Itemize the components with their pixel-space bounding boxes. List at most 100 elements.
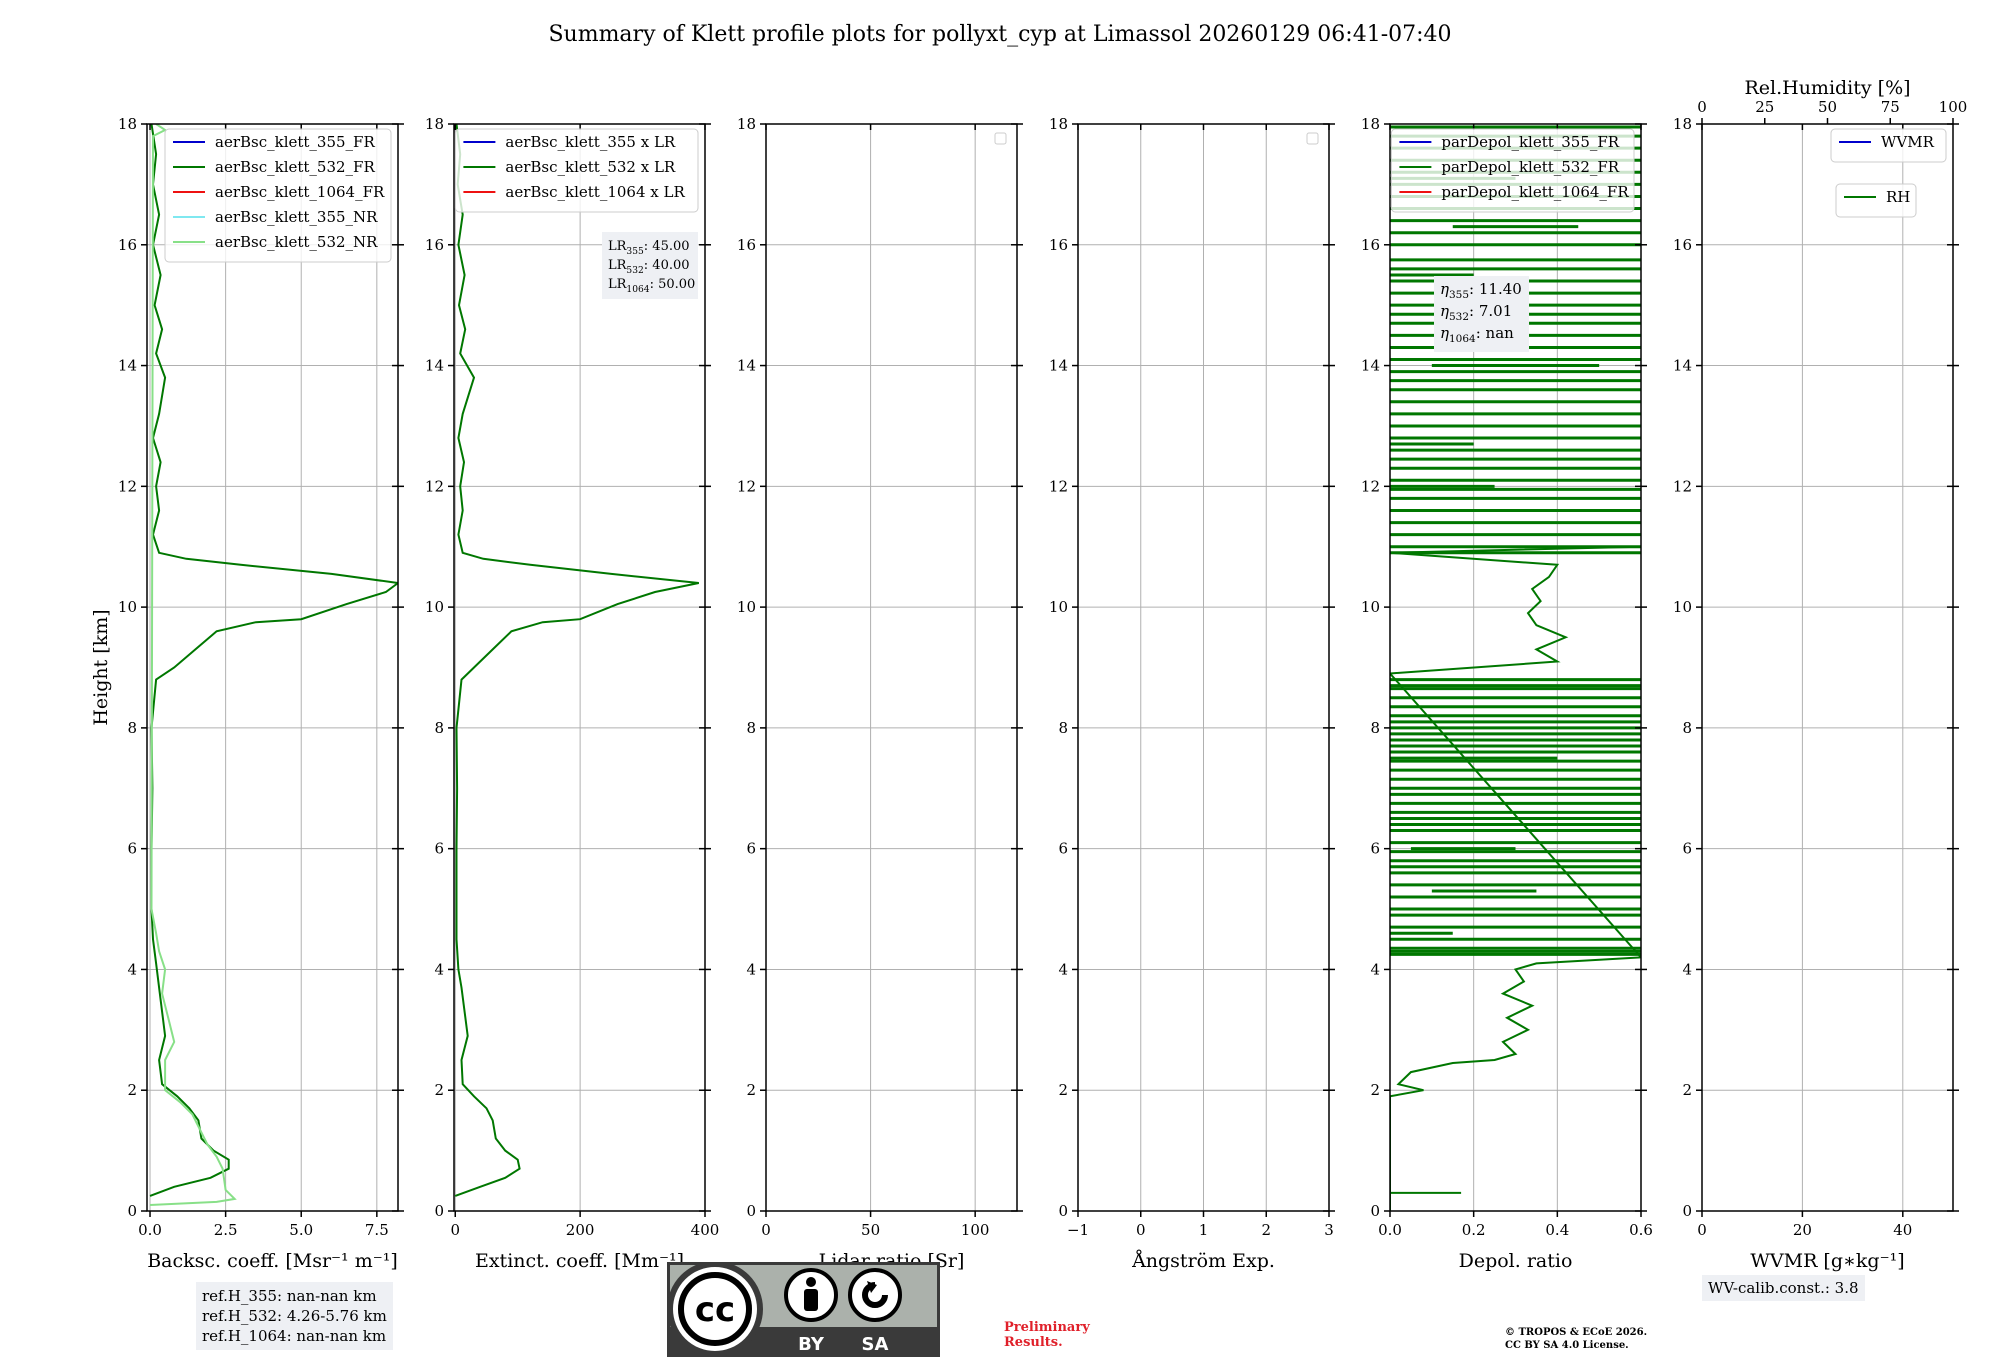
annotation-text: η532: 7.01 xyxy=(1440,302,1512,323)
y-tick-label: 4 xyxy=(1058,960,1068,978)
x-tick-label: 3 xyxy=(1324,1221,1334,1239)
reference-heights-box: ref.H_355: nan-nan km ref.H_532: 4.26-5.… xyxy=(196,1282,393,1350)
x-tick-label: 20 xyxy=(1793,1221,1812,1239)
y-tick-label: 0 xyxy=(1370,1202,1380,1220)
annotation-text: η355: 11.40 xyxy=(1440,280,1522,301)
top-x-axis-label: Rel.Humidity [%] xyxy=(1744,77,1910,99)
top-x-tick-label: 50 xyxy=(1818,98,1837,116)
y-tick-label: 12 xyxy=(737,477,756,495)
legend-label: parDepol_klett_1064_FR xyxy=(1441,183,1629,201)
y-tick-label: 14 xyxy=(1361,357,1380,375)
y-tick-label: 4 xyxy=(434,960,444,978)
y-tick-label: 10 xyxy=(1673,598,1692,616)
y-tick-label: 4 xyxy=(127,960,137,978)
x-tick-label: 100 xyxy=(961,1221,990,1239)
legend-label: RH xyxy=(1886,188,1910,206)
legend-label: aerBsc_klett_532_FR xyxy=(215,158,375,176)
y-tick-label: 12 xyxy=(1361,477,1380,495)
y-tick-label: 14 xyxy=(425,357,444,375)
y-tick-label: 16 xyxy=(1049,236,1068,254)
sa-label: SA xyxy=(862,1334,889,1355)
y-tick-label: 12 xyxy=(1049,477,1068,495)
y-tick-label: 8 xyxy=(1682,719,1692,737)
y-tick-label: 2 xyxy=(1058,1081,1068,1099)
x-tick-label: 50 xyxy=(861,1221,880,1239)
copyright-note: © TROPOS & ECoE 2026. CC BY SA 4.0 Licen… xyxy=(1505,1326,1647,1352)
y-tick-label: 6 xyxy=(1682,840,1692,858)
wv-calibration-box: WV-calib.const.: 3.8 xyxy=(1702,1275,1865,1301)
y-tick-label: 0 xyxy=(1682,1202,1692,1220)
x-axis-label: Depol. ratio xyxy=(1459,1250,1573,1272)
annotation-value: : 7.01 xyxy=(1469,302,1512,320)
legend-label: parDepol_klett_532_FR xyxy=(1441,158,1619,176)
y-tick-label: 6 xyxy=(1370,840,1380,858)
legend-rh: RH xyxy=(1835,183,1917,218)
legend-frame xyxy=(164,128,392,263)
ref-height-1064: ref.H_1064: nan-nan km xyxy=(202,1327,387,1345)
annotation-frame xyxy=(1434,276,1529,352)
y-tick-label: 2 xyxy=(434,1081,444,1099)
y-tick-label: 10 xyxy=(737,598,756,616)
y-tick-label: 10 xyxy=(1361,598,1380,616)
panel-frame xyxy=(1389,123,1642,1212)
y-tick-label: 14 xyxy=(118,357,137,375)
y-tick-label: 16 xyxy=(1673,236,1692,254)
annotation-symbol: η xyxy=(1440,280,1449,298)
legend-frame xyxy=(1830,128,1947,163)
y-tick-label: 0 xyxy=(746,1202,756,1220)
annotation-subscript: 1064 xyxy=(1449,333,1476,345)
legend: parDepol_klett_355_FR parDepol_klett_532_… xyxy=(1390,128,1635,213)
legend-label: aerBsc_klett_532_NR xyxy=(215,233,378,251)
cc-by-sa-badge: cc BY SA xyxy=(667,1262,940,1357)
y-tick-label: 2 xyxy=(1682,1081,1692,1099)
panel-frame xyxy=(1701,123,1954,1212)
cc-logo-text: cc xyxy=(695,1290,735,1330)
y-tick-label: 18 xyxy=(1049,115,1068,133)
plot-area xyxy=(149,124,398,1206)
legend-frame xyxy=(1835,183,1917,218)
series-line xyxy=(1390,545,1641,1211)
annotation-text: LR1064: 50.00 xyxy=(608,277,695,295)
x-tick-label: 200 xyxy=(566,1221,595,1239)
legend-frame xyxy=(1390,128,1635,213)
y-tick-label: 10 xyxy=(425,598,444,616)
y-tick-label: 16 xyxy=(1361,236,1380,254)
cc-logo-inner xyxy=(678,1272,752,1346)
x-tick-label: 2 xyxy=(1261,1221,1271,1239)
y-tick-label: 0 xyxy=(434,1202,444,1220)
annotation-symbol: LR xyxy=(608,258,628,273)
x-axis-label: Extinct. coeff. [Mm⁻¹] xyxy=(475,1250,684,1272)
y-tick-label: 6 xyxy=(1058,840,1068,858)
x-axis-label: Ångström Exp. xyxy=(1131,1250,1275,1272)
annotation-symbol: LR xyxy=(608,277,628,292)
annotation-subscript: 355 xyxy=(1449,289,1469,301)
preliminary-note: Preliminary Results. xyxy=(1004,1320,1090,1350)
y-tick-label: 8 xyxy=(746,719,756,737)
y-tick-label: 12 xyxy=(425,477,444,495)
y-tick-label: 2 xyxy=(127,1081,137,1099)
y-tick-label: 18 xyxy=(1673,115,1692,133)
x-tick-label: 0.6 xyxy=(1629,1221,1653,1239)
legend-label: WVMR xyxy=(1881,133,1935,151)
empty-legend-box xyxy=(1306,132,1319,145)
top-x-tick-label: 25 xyxy=(1755,98,1774,116)
panel-1: 0 2 4 6 8 10 12 14 16 18 0.0 2.5 5.0 7.5 Backsc. coeff… xyxy=(90,115,404,1272)
y-tick-label: 0 xyxy=(1058,1202,1068,1220)
ref-height-532: ref.H_532: 4.26-5.76 km xyxy=(202,1307,387,1325)
x-tick-label: −1 xyxy=(1067,1221,1089,1239)
y-tick-label: 16 xyxy=(118,236,137,254)
x-tick-label: 0.2 xyxy=(1462,1221,1486,1239)
copyright-line-1: © TROPOS & ECoE 2026. xyxy=(1505,1327,1648,1338)
top-x-tick-label: 100 xyxy=(1939,98,1968,116)
x-axis-label: Backsc. coeff. [Msr⁻¹ m⁻¹] xyxy=(147,1250,398,1272)
y-tick-label: 10 xyxy=(118,598,137,616)
legend-label: aerBsc_klett_355_FR xyxy=(215,133,375,151)
y-tick-label: 4 xyxy=(1370,960,1380,978)
y-tick-label: 14 xyxy=(737,357,756,375)
legend-label: aerBsc_klett_355_NR xyxy=(215,208,378,226)
y-tick-label: 6 xyxy=(127,840,137,858)
annotation-text: LR532: 40.00 xyxy=(608,258,690,276)
by-person-body xyxy=(804,1289,818,1311)
series-line xyxy=(149,124,398,1197)
